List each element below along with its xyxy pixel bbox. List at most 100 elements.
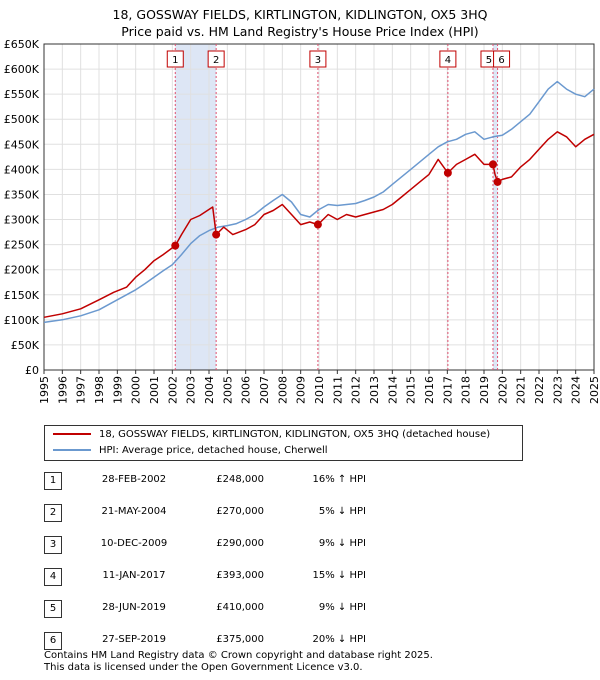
table-row: 4 11-JAN-2017 £393,000 15% ↓ HPI bbox=[44, 568, 564, 588]
transaction-number: 3 bbox=[44, 536, 62, 554]
table-row: 1 28-FEB-2002 £248,000 16% ↑ HPI bbox=[44, 472, 564, 492]
y-tick-label: £600K bbox=[4, 63, 40, 76]
x-tick-label: 1999 bbox=[111, 376, 124, 404]
x-tick-label: 2024 bbox=[570, 376, 583, 404]
marker-badge: 6 bbox=[493, 50, 511, 68]
legend-swatch-red bbox=[53, 433, 91, 435]
x-tick-label: 2009 bbox=[295, 376, 308, 404]
x-tick-label: 2020 bbox=[496, 376, 509, 404]
transaction-date: 28-JUN-2019 bbox=[102, 602, 166, 613]
footer-copyright: Contains HM Land Registry data © Crown c… bbox=[44, 650, 433, 661]
x-tick-label: 2011 bbox=[331, 376, 344, 404]
marker-badge-label: 3 bbox=[315, 55, 321, 66]
x-tick-label: 2004 bbox=[203, 376, 216, 404]
transaction-price: £410,000 bbox=[216, 602, 264, 613]
x-tick-label: 2019 bbox=[478, 376, 491, 404]
sale-point bbox=[171, 241, 180, 250]
transaction-date: 28-FEB-2002 bbox=[101, 474, 167, 485]
x-tick-label: 2023 bbox=[551, 376, 564, 404]
y-tick-label: £250K bbox=[4, 239, 40, 252]
marker-badge-box bbox=[309, 50, 327, 68]
x-tick-label: 1997 bbox=[75, 376, 88, 404]
y-tick-label: £100K bbox=[4, 314, 40, 327]
marker-badge-box bbox=[493, 50, 511, 68]
x-tick-label: 2018 bbox=[460, 376, 473, 404]
y-tick-label: £300K bbox=[4, 214, 40, 227]
x-tick-label: 2003 bbox=[185, 376, 198, 404]
shaded-spans bbox=[175, 44, 498, 370]
y-tick-label: £150K bbox=[4, 289, 40, 302]
table-row: 5 28-JUN-2019 £410,000 9% ↓ HPI bbox=[44, 600, 564, 620]
transaction-price: £375,000 bbox=[216, 634, 264, 645]
transaction-date: 27-SEP-2019 bbox=[102, 634, 166, 645]
legend-swatch-blue bbox=[53, 449, 91, 451]
transaction-price: £393,000 bbox=[216, 570, 264, 581]
marker-badge: 3 bbox=[309, 50, 327, 68]
transaction-price: £270,000 bbox=[216, 506, 264, 517]
transaction-number: 1 bbox=[44, 472, 62, 490]
y-tick-label: £0 bbox=[25, 364, 39, 377]
transaction-hpi-delta: 9% ↓ HPI bbox=[318, 538, 366, 549]
transaction-date: 21-MAY-2004 bbox=[101, 506, 167, 517]
footer-notice: Contains HM Land Registry data © Crown c… bbox=[44, 650, 433, 674]
x-tick-label: 2014 bbox=[386, 376, 399, 404]
y-tick-label: £500K bbox=[4, 113, 40, 126]
marker-badge-box bbox=[439, 50, 457, 68]
footer-licence: This data is licensed under the Open Gov… bbox=[44, 662, 363, 673]
transaction-hpi-delta: 5% ↓ HPI bbox=[318, 506, 366, 517]
x-tick-label: 2022 bbox=[533, 376, 546, 404]
y-tick-label: £50K bbox=[11, 339, 40, 352]
x-tick-label: 1996 bbox=[56, 376, 69, 404]
sale-point bbox=[493, 177, 502, 186]
x-axis-ticks: 1995 1996 1997 1998 1999 2000 2001 2002 2003 2004… bbox=[38, 370, 600, 404]
transaction-hpi-delta: 20% ↓ HPI bbox=[312, 634, 366, 645]
y-tick-label: £650K bbox=[4, 38, 40, 51]
series-line bbox=[43, 80, 595, 324]
transaction-date: 10-DEC-2009 bbox=[100, 538, 168, 549]
marker-badge: 1 bbox=[166, 50, 184, 68]
transaction-hpi-delta: 16% ↑ HPI bbox=[312, 474, 366, 485]
transaction-hpi-delta: 15% ↓ HPI bbox=[312, 570, 366, 581]
y-axis-ticks: £0 £50K £100K £150K £200K £250K £300K £350K £400… bbox=[4, 38, 40, 377]
chart-title: 18, GOSSWAY FIELDS, KIRTLINGTON, KIDLING… bbox=[0, 6, 600, 40]
x-tick-label: 2008 bbox=[276, 376, 289, 404]
marker-badge-label: 4 bbox=[445, 55, 451, 66]
table-row: 2 21-MAY-2004 £270,000 5% ↓ HPI bbox=[44, 504, 564, 524]
y-tick-label: £200K bbox=[4, 264, 40, 277]
x-tick-label: 2017 bbox=[441, 376, 454, 404]
y-tick-label: £400K bbox=[4, 163, 40, 176]
transaction-hpi-delta: 9% ↓ HPI bbox=[318, 602, 366, 613]
marker-badge-label: 2 bbox=[213, 55, 219, 66]
marker-badge-label: 1 bbox=[172, 55, 178, 66]
transaction-price: £248,000 bbox=[216, 474, 264, 485]
sale-point bbox=[212, 230, 221, 239]
marker-badge: 2 bbox=[207, 50, 225, 68]
x-tick-label: 2007 bbox=[258, 376, 271, 404]
sale-point bbox=[443, 168, 452, 177]
shaded-span bbox=[175, 44, 217, 370]
table-row: 3 10-DEC-2009 £290,000 9% ↓ HPI bbox=[44, 536, 564, 556]
marker-badge-label: 6 bbox=[498, 55, 504, 66]
y-tick-label: £350K bbox=[4, 188, 40, 201]
transaction-number: 2 bbox=[44, 504, 62, 522]
x-tick-label: 2025 bbox=[588, 376, 600, 404]
legend-item-property: 18, GOSSWAY FIELDS, KIRTLINGTON, KIDLING… bbox=[53, 427, 490, 443]
transaction-number: 6 bbox=[44, 632, 62, 650]
marker-lines bbox=[174, 44, 499, 370]
y-tick-label: £450K bbox=[4, 138, 40, 151]
x-tick-label: 1995 bbox=[38, 376, 51, 404]
sale-point bbox=[313, 220, 322, 229]
x-tick-label: 2006 bbox=[240, 376, 253, 404]
transaction-number: 5 bbox=[44, 600, 62, 618]
x-tick-label: 2001 bbox=[148, 376, 161, 404]
transaction-price: £290,000 bbox=[216, 538, 264, 549]
table-row: 6 27-SEP-2019 £375,000 20% ↓ HPI bbox=[44, 632, 564, 652]
legend-item-hpi: HPI: Average price, detached house, Cher… bbox=[53, 443, 328, 459]
series-line bbox=[43, 131, 595, 319]
sale-point bbox=[488, 160, 497, 169]
x-tick-label: 2000 bbox=[130, 376, 143, 404]
x-tick-label: 2015 bbox=[405, 376, 418, 404]
marker-badge-box bbox=[207, 50, 225, 68]
chart-legend: 18, GOSSWAY FIELDS, KIRTLINGTON, KIDLING… bbox=[44, 425, 523, 461]
